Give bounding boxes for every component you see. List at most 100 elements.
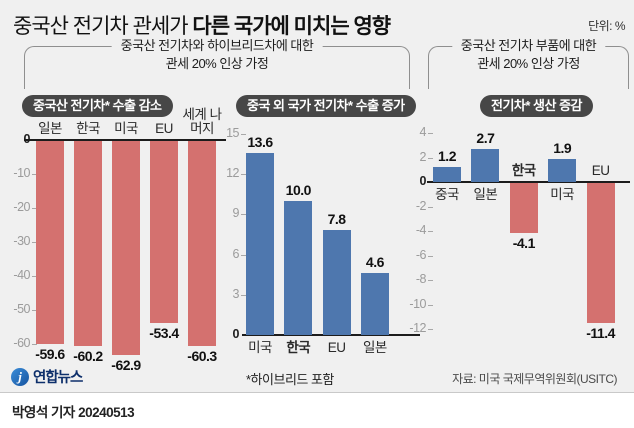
- chart3-bar-일본: [471, 148, 500, 182]
- chart1-ytick: -10: [13, 166, 30, 180]
- chart2-ytick: 15: [226, 126, 239, 140]
- chart3-value-label: -4.1: [512, 235, 536, 252]
- yonhap-logo-text: 연합뉴스: [33, 370, 83, 386]
- chart2-ytick: 3: [232, 286, 240, 301]
- chart1-bar-일본: [36, 141, 64, 344]
- assumption-bracket-2: 중국산 전기차 부품에 대한 관세 20% 인상 가정: [428, 37, 629, 89]
- chart3-ytick-mark: [428, 280, 433, 281]
- chart3-title-badge: 전기차* 생산 증감: [480, 95, 594, 117]
- page-title-bold: 다른 국가에 미치는 영향: [192, 15, 391, 38]
- chart2-category-label: 미국: [248, 340, 272, 355]
- chart3-zero-axis: [427, 181, 630, 183]
- chart3-value-label: 2.7: [476, 129, 495, 146]
- chart3-bar-미국: [548, 158, 577, 182]
- chart1-bar-미국: [112, 141, 140, 355]
- chart1-ytick-mark: [32, 344, 37, 345]
- chart2-category-label: 한국: [286, 340, 311, 355]
- yonhap-logo-icon: j: [11, 367, 29, 386]
- chart2-ytick-mark: [241, 174, 246, 176]
- assumption-1-line1: 중국산 전기차와 하이브리드차에 대한: [120, 38, 314, 53]
- chart1-ytick-mark: [32, 174, 37, 175]
- chart3-ytick-mark: [428, 255, 433, 257]
- chart1-ytick-mark: [32, 310, 37, 311]
- chart2-value-label: 4.6: [365, 254, 384, 271]
- chart2-ytick-mark: [241, 134, 246, 135]
- chart3-value-label: 1.9: [553, 139, 572, 156]
- chart1-ytick-mark: [32, 276, 37, 277]
- chart3-ytick: -10: [409, 296, 426, 311]
- chart1-value-label: -62.9: [111, 356, 141, 373]
- chart1-ytick: -20: [13, 200, 30, 214]
- chart3-ytick-mark: [428, 231, 433, 232]
- yonhap-logo: j 연합뉴스: [11, 366, 83, 387]
- chart3-ytick-mark: [428, 133, 433, 134]
- assumption-2-line2: 관세 20% 인상 가정: [477, 56, 580, 71]
- page-title: 중국산 전기차 관세가 다른 국가에 미치는 영향: [13, 10, 391, 40]
- chart3-ytick-mark: [428, 329, 433, 330]
- assumption-label-1: 중국산 전기차와 하이브리드차에 대한 관세 20% 인상 가정: [111, 37, 323, 73]
- assumption-2-line1: 중국산 전기차 부품에 대한: [460, 38, 597, 53]
- chart1-category-label: EU: [155, 121, 173, 136]
- chart3-ytick-mark: [428, 157, 433, 159]
- chart2-value-label: 13.6: [247, 133, 273, 150]
- chart3-category-label: 미국: [550, 187, 575, 202]
- chart2-ytick: 0: [232, 327, 240, 341]
- chart2-ytick-mark: [241, 294, 246, 296]
- reporter-byline: 박영석 기자 20240513: [12, 405, 135, 420]
- chart1-ytick-mark: [32, 242, 37, 243]
- chart2-ytick-mark: [241, 214, 246, 216]
- chart3-ytick: 0: [419, 174, 427, 188]
- page-title-regular: 중국산 전기차 관세가: [13, 15, 189, 38]
- chart3-ytick: -8: [415, 272, 427, 286]
- assumption-label-2: 중국산 전기차 부품에 대한 관세 20% 인상 가정: [451, 37, 606, 73]
- chart2-ytick: 6: [232, 246, 240, 261]
- chart1-value-label: -60.2: [73, 347, 103, 364]
- chart2-value-label: 7.8: [327, 211, 346, 228]
- chart3-ytick: 2: [419, 149, 427, 164]
- chart2-bar-일본: [360, 273, 389, 335]
- chart1-category-label: 세계 나머지: [182, 107, 222, 136]
- chart3-ytick: 4: [419, 125, 427, 139]
- chart2-category-label: EU: [327, 340, 346, 355]
- chart3-value-label: 1.2: [438, 148, 456, 165]
- chart1-ytick: -60: [13, 336, 30, 350]
- chart3-category-label: 한국: [511, 163, 536, 178]
- assumption-bracket-1: 중국산 전기차와 하이브리드차에 대한 관세 20% 인상 가정: [24, 37, 410, 89]
- chart1-category-label: 일본: [38, 121, 62, 136]
- footer-background: [0, 393, 634, 428]
- footer-divider: [0, 392, 634, 393]
- chart3-bar-한국: [509, 183, 538, 234]
- chart2-value-label: 10.0: [285, 182, 312, 198]
- chart1-category-label: 미국: [114, 121, 138, 136]
- chart3-bar-EU: [586, 183, 615, 323]
- chart1-ytick: -50: [13, 302, 30, 316]
- chart1-bar-EU: [150, 141, 178, 323]
- chart1-category-label: 한국: [76, 121, 100, 136]
- chart3-ytick: -4: [415, 223, 427, 237]
- chart1-ytick: -40: [13, 268, 30, 282]
- chart2-title-badge: 중국 외 국가 전기차* 수출 증가: [236, 95, 416, 117]
- source-credit: 자료: 미국 국제무역위원회(USITC): [452, 372, 617, 386]
- chart1-ytick-mark: [32, 208, 37, 209]
- footnote: *하이브리드 포함: [246, 372, 334, 387]
- chart1-value-label: -53.4: [149, 324, 179, 341]
- chart2-category-label: 일본: [362, 340, 387, 355]
- assumption-1-line2: 관세 20% 인상 가정: [165, 56, 269, 71]
- chart2-ytick-mark: [241, 254, 246, 256]
- chart1-bar-세계 나머지: [188, 141, 216, 347]
- chart3-category-label: 일본: [473, 187, 498, 202]
- chart3-ytick: -2: [415, 198, 427, 213]
- chart1-value-label: -60.3: [187, 348, 217, 365]
- chart2-ytick: 9: [232, 206, 240, 221]
- chart3-ytick: -12: [409, 321, 426, 335]
- chart1-value-label: -59.6: [35, 345, 65, 362]
- chart2-bar-한국: [284, 201, 313, 335]
- chart1-zero-axis: [24, 139, 226, 141]
- chart1-ytick: -30: [13, 234, 30, 248]
- chart1-title-badge: 중국산 전기차* 수출 감소: [22, 95, 173, 117]
- chart2-zero-axis: [242, 334, 420, 336]
- chart3-value-label: -11.4: [586, 324, 615, 341]
- chart3-bar-중국: [433, 167, 461, 182]
